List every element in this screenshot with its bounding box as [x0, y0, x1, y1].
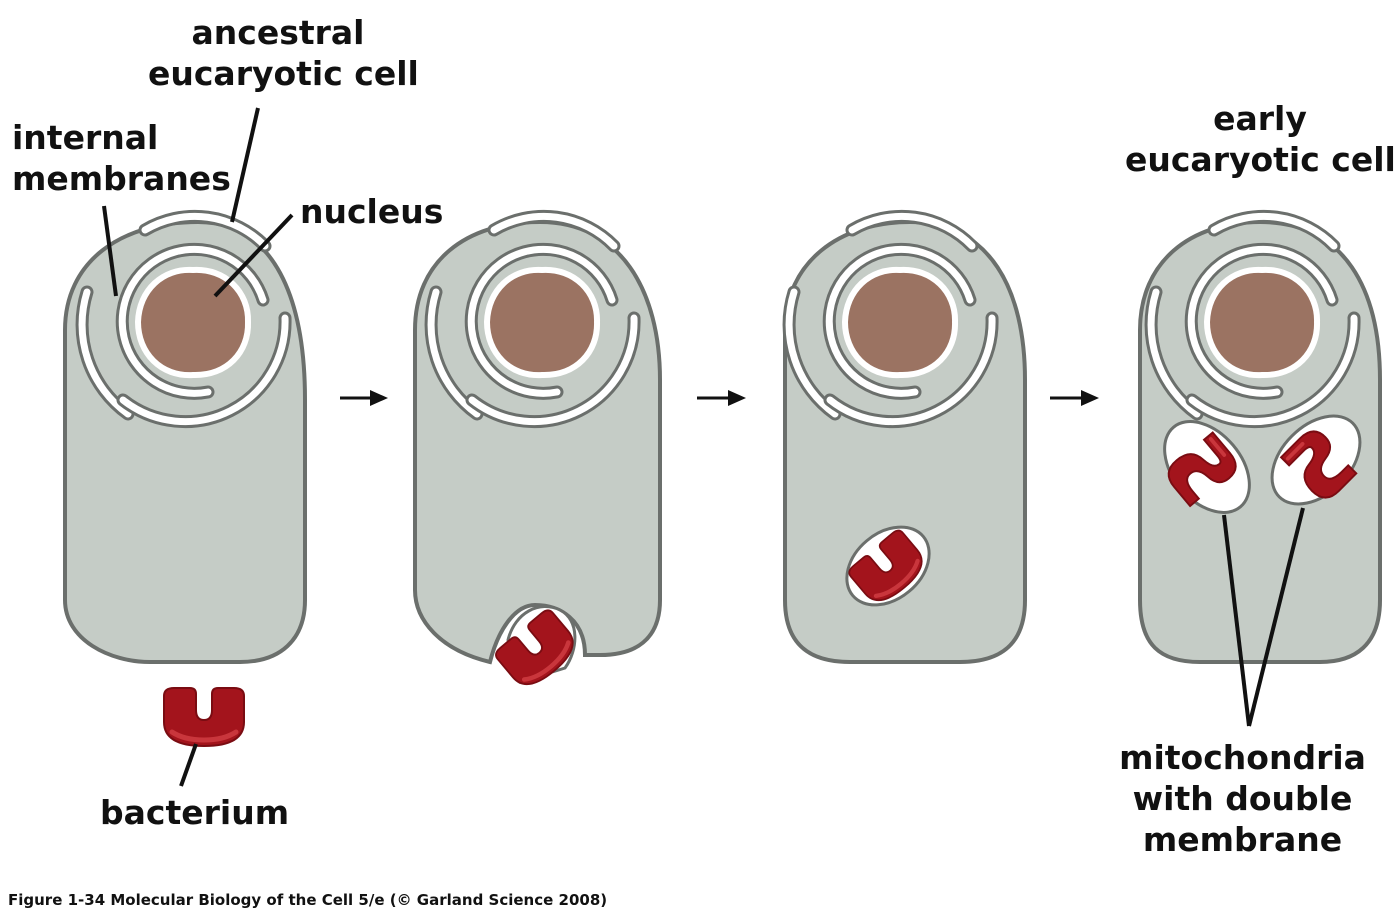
cell-2-engulfing	[415, 216, 660, 693]
label-mitochondria-double-membrane: mitochondria with double membrane	[1115, 737, 1370, 860]
label-mito-line2: with double	[1115, 778, 1370, 819]
arrow-2	[697, 390, 746, 406]
label-ancestral-line2: eucaryotic cell	[148, 53, 408, 94]
bacterium-shape	[164, 688, 244, 746]
label-mito-line3: membrane	[1115, 819, 1370, 860]
label-internal-membranes: internal membranes	[12, 117, 231, 199]
cell-3-engulfed	[785, 216, 1025, 662]
cell-4-early	[1140, 216, 1380, 662]
cell-1-ancestral	[65, 216, 305, 662]
label-internal-line1: internal	[12, 117, 231, 158]
label-ancestral-eucaryotic-cell: ancestral eucaryotic cell	[148, 12, 408, 94]
label-nucleus: nucleus	[300, 191, 443, 232]
label-early-eucaryotic-cell: early eucaryotic cell	[1125, 98, 1395, 180]
arrow-3	[1050, 390, 1099, 406]
arrow-1	[340, 390, 388, 406]
leader-ancestral	[232, 108, 258, 222]
label-ancestral-line1: ancestral	[148, 12, 408, 53]
leader-bacterium	[181, 744, 196, 786]
label-bacterium: bacterium	[100, 792, 289, 833]
label-early-line1: early	[1125, 98, 1395, 139]
label-internal-line2: membranes	[12, 158, 231, 199]
label-mito-line1: mitochondria	[1115, 737, 1370, 778]
label-early-line2: eucaryotic cell	[1125, 139, 1395, 180]
figure-caption: Figure 1-34 Molecular Biology of the Cel…	[8, 891, 607, 909]
